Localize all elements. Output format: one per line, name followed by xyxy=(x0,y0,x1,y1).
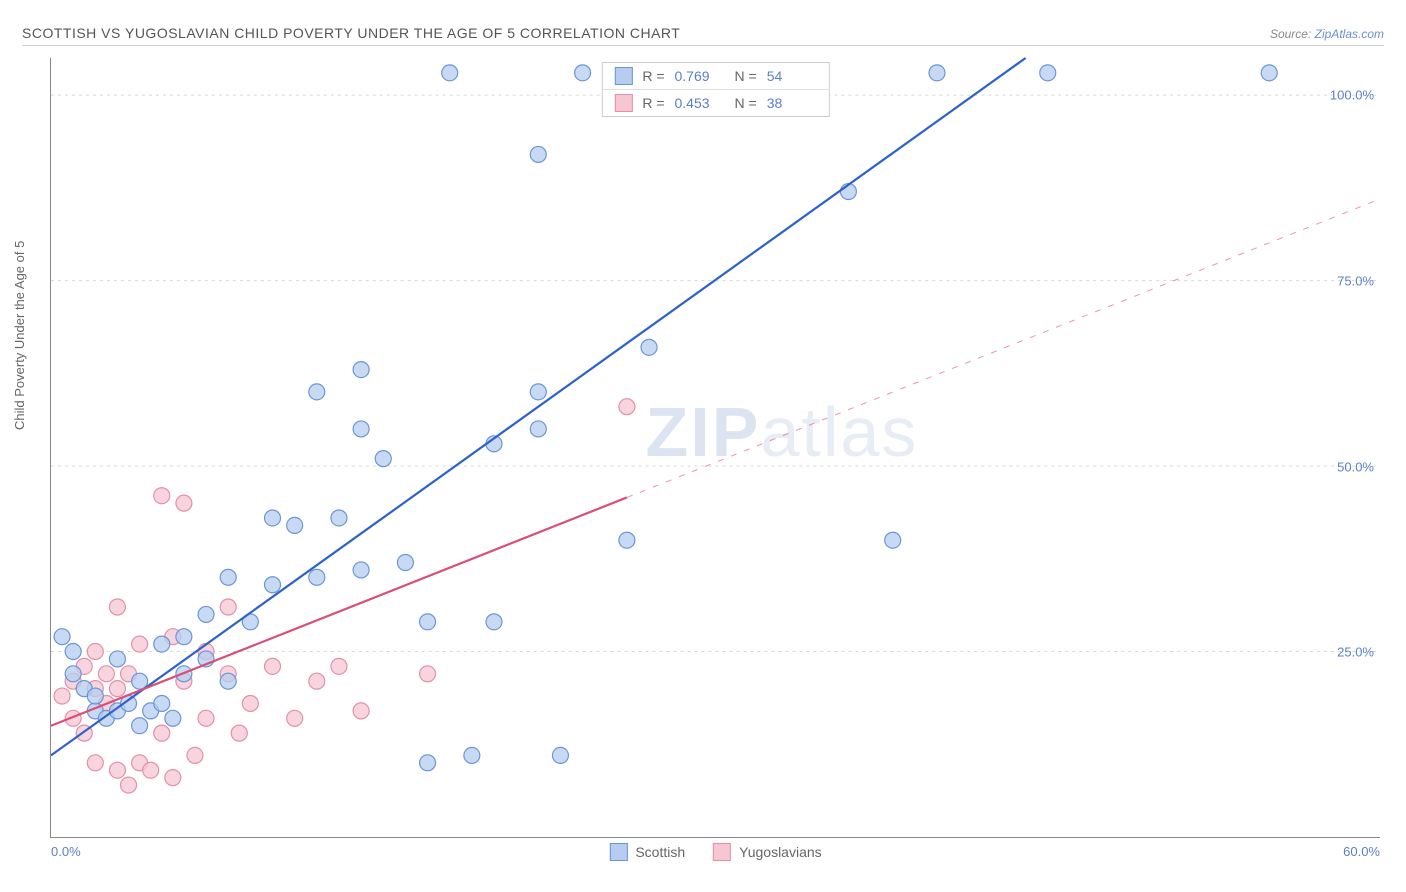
legend-series: Scottish Yugoslavians xyxy=(609,843,821,861)
source-attribution: Source: ZipAtlas.com xyxy=(1270,27,1384,41)
x-tick-left: 0.0% xyxy=(51,844,81,859)
chart-svg xyxy=(51,58,1380,837)
n-value-scottish: 54 xyxy=(767,68,817,84)
plot-area: ZIPatlas R = 0.769 N = 54 R = 0.453 N = … xyxy=(50,58,1380,838)
n-label-scottish: N = xyxy=(735,68,757,84)
y-axis-label: Child Poverty Under the Age of 5 xyxy=(12,241,27,430)
legend-stats-row-scottish: R = 0.769 N = 54 xyxy=(602,63,828,89)
source-prefix: Source: xyxy=(1270,27,1315,41)
legend-stats-row-yugoslavians: R = 0.453 N = 38 xyxy=(602,89,828,116)
swatch-scottish xyxy=(614,67,632,85)
y-tick-label: 75.0% xyxy=(1337,273,1374,288)
chart-title: SCOTTISH VS YUGOSLAVIAN CHILD POVERTY UN… xyxy=(22,25,680,41)
scatter-scottish xyxy=(54,65,1277,771)
legend-item-yugoslavians: Yugoslavians xyxy=(713,843,822,861)
title-bar: SCOTTISH VS YUGOSLAVIAN CHILD POVERTY UN… xyxy=(22,18,1384,46)
trend-lines xyxy=(51,58,1380,755)
legend-label-scottish: Scottish xyxy=(635,844,685,860)
y-tick-label: 50.0% xyxy=(1337,459,1374,474)
r-value-yugoslavians: 0.453 xyxy=(675,95,725,111)
source-site: ZipAtlas.com xyxy=(1315,27,1384,41)
swatch-yugoslavians xyxy=(614,94,632,112)
legend-swatch-yugoslavians xyxy=(713,843,731,861)
legend-stats: R = 0.769 N = 54 R = 0.453 N = 38 xyxy=(601,62,829,117)
chart-container: SCOTTISH VS YUGOSLAVIAN CHILD POVERTY UN… xyxy=(0,0,1406,892)
y-tick-label: 100.0% xyxy=(1330,88,1374,103)
x-tick-right: 60.0% xyxy=(1343,844,1380,859)
legend-label-yugoslavians: Yugoslavians xyxy=(739,844,822,860)
r-label-yugoslavians: R = xyxy=(642,95,664,111)
legend-item-scottish: Scottish xyxy=(609,843,685,861)
r-label-scottish: R = xyxy=(642,68,664,84)
r-value-scottish: 0.769 xyxy=(675,68,725,84)
n-value-yugoslavians: 38 xyxy=(767,95,817,111)
y-tick-label: 25.0% xyxy=(1337,645,1374,660)
legend-swatch-scottish xyxy=(609,843,627,861)
gridlines xyxy=(51,95,1380,651)
n-label-yugoslavians: N = xyxy=(735,95,757,111)
